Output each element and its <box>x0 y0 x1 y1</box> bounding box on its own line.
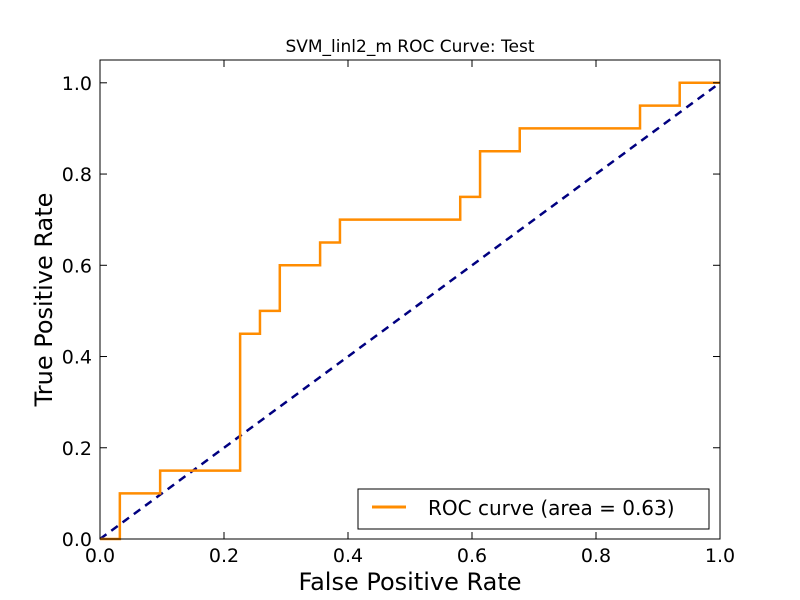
chart-title: SVM_linl2_m ROC Curve: Test <box>285 37 534 57</box>
x-tick-label: 0.8 <box>581 545 611 567</box>
y-axis-label: True Positive Rate <box>30 193 58 408</box>
x-tick-label: 0.6 <box>457 545 487 567</box>
x-tick-label: 1.0 <box>705 545 735 567</box>
y-tick-label: 0.2 <box>62 438 92 460</box>
y-tick-label: 1.0 <box>62 73 92 95</box>
y-tick-label: 0.0 <box>62 529 92 551</box>
legend-label: ROC curve (area = 0.63) <box>428 496 675 520</box>
legend: ROC curve (area = 0.63) <box>357 488 710 530</box>
x-tick-label: 0.4 <box>333 545 363 567</box>
chance-diagonal-line <box>99 81 721 541</box>
ticks-layer: 0.0 0.2 0.4 0.6 0.8 1.0 0.0 0.2 0.4 0.6 0.8 1.0 <box>62 60 735 567</box>
x-tick-label: 0.0 <box>85 545 115 567</box>
series-layer <box>99 81 721 541</box>
legend-box <box>357 488 710 530</box>
y-tick-label: 0.6 <box>62 255 92 277</box>
x-tick-label: 0.2 <box>209 545 239 567</box>
roc-curve-line <box>100 81 720 541</box>
plot-area <box>100 60 720 539</box>
plot-frame <box>99 59 721 540</box>
y-tick-label: 0.4 <box>62 347 92 369</box>
y-tick-label: 0.8 <box>62 164 92 186</box>
x-axis-label: False Positive Rate <box>298 568 521 596</box>
